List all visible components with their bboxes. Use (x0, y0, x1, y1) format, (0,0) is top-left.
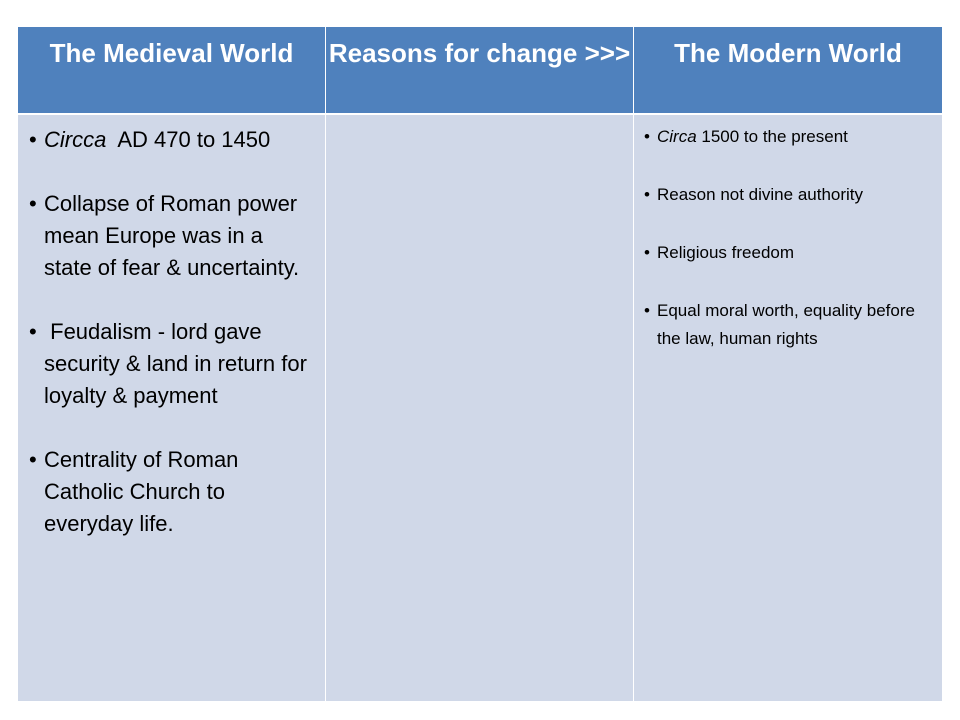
medieval-world-cell: Circca AD 470 to 1450 Collapse of Roman … (18, 115, 325, 701)
list-item: Collapse of Roman power mean Europe was … (29, 188, 315, 284)
bullet-text: Feudalism - lord gave security & land in… (44, 319, 314, 408)
bullet-text: 1500 to the present (696, 127, 848, 146)
bullet-italic-text: Circa (657, 127, 697, 146)
list-item: Circa 1500 to the present (644, 123, 934, 151)
list-item: Circca AD 470 to 1450 (29, 124, 315, 156)
bullet-italic-text: Circca (44, 127, 107, 152)
list-item: Religious freedom (644, 239, 934, 267)
reasons-for-change-cell (326, 115, 633, 701)
header-modern-world: The Modern World (634, 27, 942, 113)
medieval-bullet-list: Circca AD 470 to 1450 Collapse of Roman … (29, 124, 315, 540)
header-medieval-world: The Medieval World (18, 27, 325, 113)
bullet-text: Reason not divine authority (657, 185, 864, 204)
header-reasons-for-change: Reasons for change >>> (326, 27, 633, 113)
list-item: Equal moral worth, equality before the l… (644, 297, 934, 353)
bullet-text: Religious freedom (657, 243, 795, 262)
list-item: Feudalism - lord gave security & land in… (29, 316, 315, 412)
modern-world-cell: Circa 1500 to the present Reason not div… (634, 115, 942, 701)
bullet-text: Centrality of Roman Catholic Church to e… (44, 447, 239, 536)
bullet-text: AD 470 to 1450 (106, 127, 271, 152)
modern-bullet-list: Circa 1500 to the present Reason not div… (644, 123, 934, 353)
list-item: Reason not divine authority (644, 181, 934, 209)
bullet-text: Collapse of Roman power mean Europe was … (44, 191, 300, 280)
bullet-text: Equal moral worth, equality before the l… (657, 301, 915, 348)
comparison-table: The Medieval World Reasons for change >>… (18, 27, 942, 701)
list-item: Centrality of Roman Catholic Church to e… (29, 444, 315, 540)
